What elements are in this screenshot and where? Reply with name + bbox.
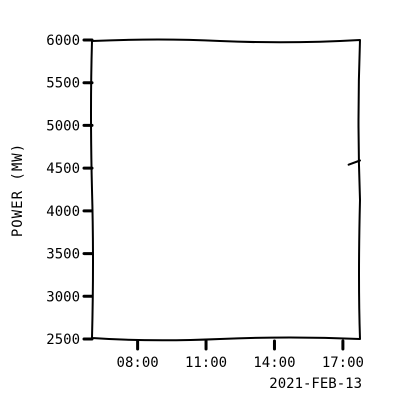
- x-tick-label: 08:00: [117, 355, 159, 371]
- y-tick-label: 4500: [46, 161, 80, 177]
- plot-area: [90, 38, 361, 342]
- y-tick-label: 2500: [46, 332, 80, 348]
- series-line: [347, 159, 361, 166]
- plot-frame: [90, 38, 361, 342]
- x-axis: 08:00 11:00 14:00 17:00: [117, 339, 364, 371]
- y-tick-label: 3500: [46, 247, 80, 263]
- y-tick-label: 4000: [46, 204, 80, 220]
- x-axis-date-label: 2021-FEB-13: [269, 376, 362, 392]
- y-tick-label: 3000: [46, 289, 80, 305]
- y-tick-label: 6000: [46, 33, 80, 49]
- y-tick-label: 5500: [46, 76, 80, 92]
- x-tick-label: 11:00: [185, 355, 227, 371]
- y-axis: 2500 3000 3500 4000 4500 5000 5500 6000: [46, 33, 94, 348]
- x-tick-label: 14:00: [253, 355, 295, 371]
- y-axis-title: POWER (MW): [10, 143, 26, 237]
- x-tick-label: 17:00: [322, 355, 364, 371]
- y-tick-label: 5000: [46, 118, 80, 134]
